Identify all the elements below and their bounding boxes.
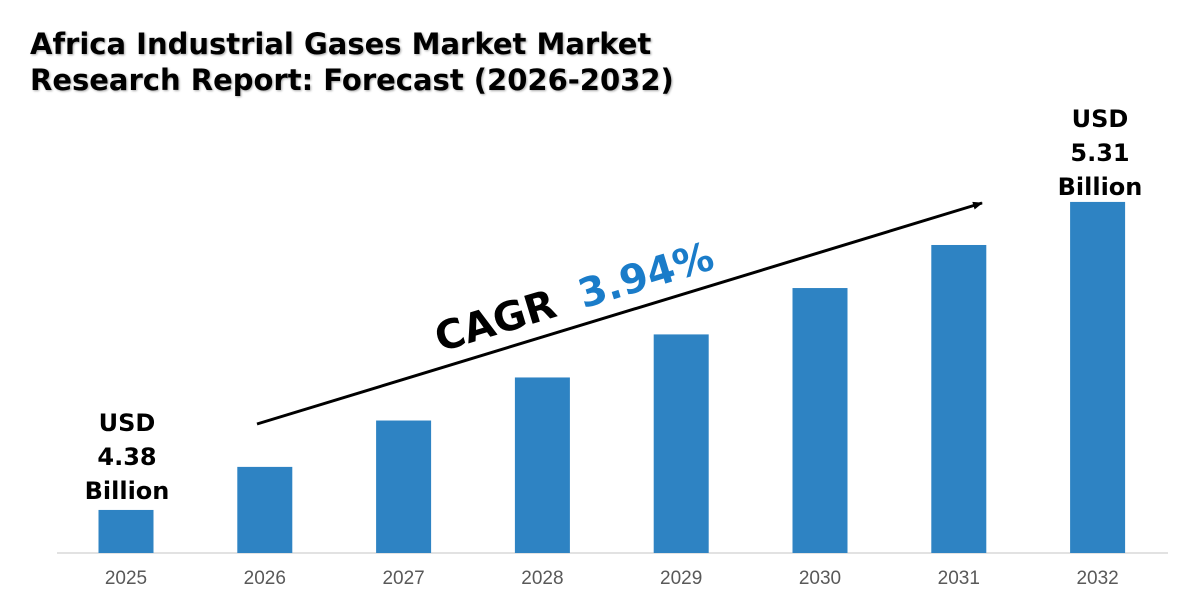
chart-title-line-1: Africa Industrial Gases Market Market (30, 27, 652, 61)
end-value-label: USD 5.31 Billion (1058, 105, 1143, 201)
x-tick-label: 2025 (105, 568, 147, 589)
x-tick-label: 2027 (382, 568, 424, 589)
bar-2028 (514, 377, 570, 553)
bar-2030 (792, 288, 848, 553)
chart-title-line-2: Research Report: Forecast (2026-2032) (30, 63, 674, 97)
start-label-line-2: 4.38 (97, 443, 156, 471)
bar-2026 (237, 466, 293, 553)
bar-2031 (931, 244, 987, 553)
x-tick-label: 2031 (938, 568, 980, 589)
start-value-label: USD 4.38 Billion (85, 409, 170, 505)
start-label-line-1: USD (99, 409, 156, 437)
end-label-line-2: 5.31 (1070, 139, 1129, 167)
bar-2029 (653, 334, 709, 553)
end-label-line-1: USD (1072, 105, 1129, 133)
bar-2032 (1070, 201, 1126, 554)
x-tick-label: 2028 (521, 568, 563, 589)
x-tick-label: 2032 (1076, 568, 1118, 589)
bar-2027 (376, 420, 432, 553)
start-label-line-3: Billion (85, 477, 170, 505)
x-tick-label: 2029 (660, 568, 702, 589)
bar-2025 (98, 509, 154, 553)
chart-title: Africa Industrial Gases Market Market Re… (30, 26, 674, 98)
x-tick-label: 2030 (799, 568, 841, 589)
end-label-line-3: Billion (1058, 173, 1143, 201)
trend-arrow (256, 201, 983, 426)
x-tick-label: 2026 (244, 568, 286, 589)
cagr-label: CAGR (430, 282, 562, 362)
